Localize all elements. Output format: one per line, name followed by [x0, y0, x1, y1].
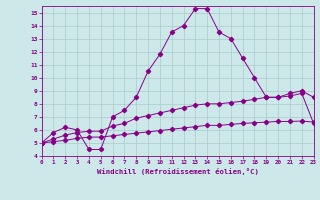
X-axis label: Windchill (Refroidissement éolien,°C): Windchill (Refroidissement éolien,°C)	[97, 168, 259, 175]
